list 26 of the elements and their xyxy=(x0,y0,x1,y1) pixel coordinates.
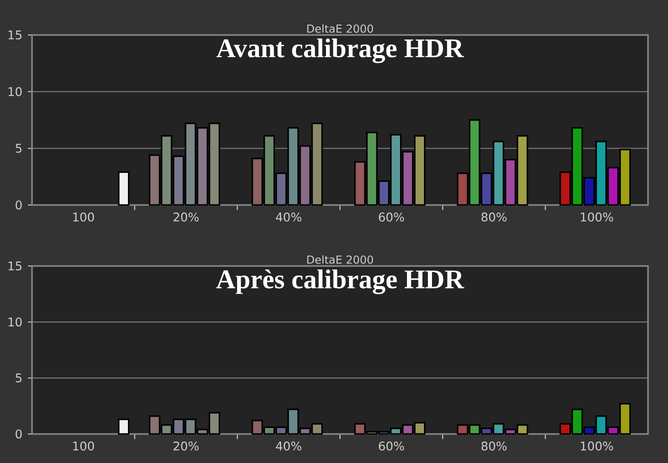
x-tick-label: 40% xyxy=(276,212,302,222)
y-tick-label: 15 xyxy=(8,262,22,270)
bar xyxy=(118,418,130,435)
chart-title: DeltaE 2000 xyxy=(307,24,374,33)
x-tick-label: 40% xyxy=(276,442,302,451)
x-tick-label: 60% xyxy=(378,442,404,451)
y-tick-label: 5 xyxy=(16,144,22,153)
x-tick-label: 80% xyxy=(482,212,507,222)
x-tick-label: 100% xyxy=(580,442,614,451)
y-tick-label: 0 xyxy=(16,429,22,439)
bar xyxy=(118,171,130,206)
chart-subtitle: Après calibrage HDR xyxy=(216,270,464,294)
chart-title: DeltaE 2000 xyxy=(307,255,374,264)
y-tick-label: 0 xyxy=(16,200,22,210)
chart-subtitle: Avant calibrage HDR xyxy=(216,38,464,64)
y-tick-label: 5 xyxy=(16,374,22,382)
x-tick-label: 100 xyxy=(73,212,94,222)
x-tick-label: 20% xyxy=(174,212,199,222)
x-tick-label: 60% xyxy=(378,212,404,222)
x-tick-label: 20% xyxy=(174,442,199,451)
y-tick-label: 10 xyxy=(8,87,22,96)
y-tick-label: 10 xyxy=(8,317,22,327)
x-tick-label: 80% xyxy=(482,442,507,451)
y-tick-label: 15 xyxy=(8,30,22,40)
x-tick-label: 100 xyxy=(73,442,94,451)
x-tick-label: 100% xyxy=(580,212,614,222)
